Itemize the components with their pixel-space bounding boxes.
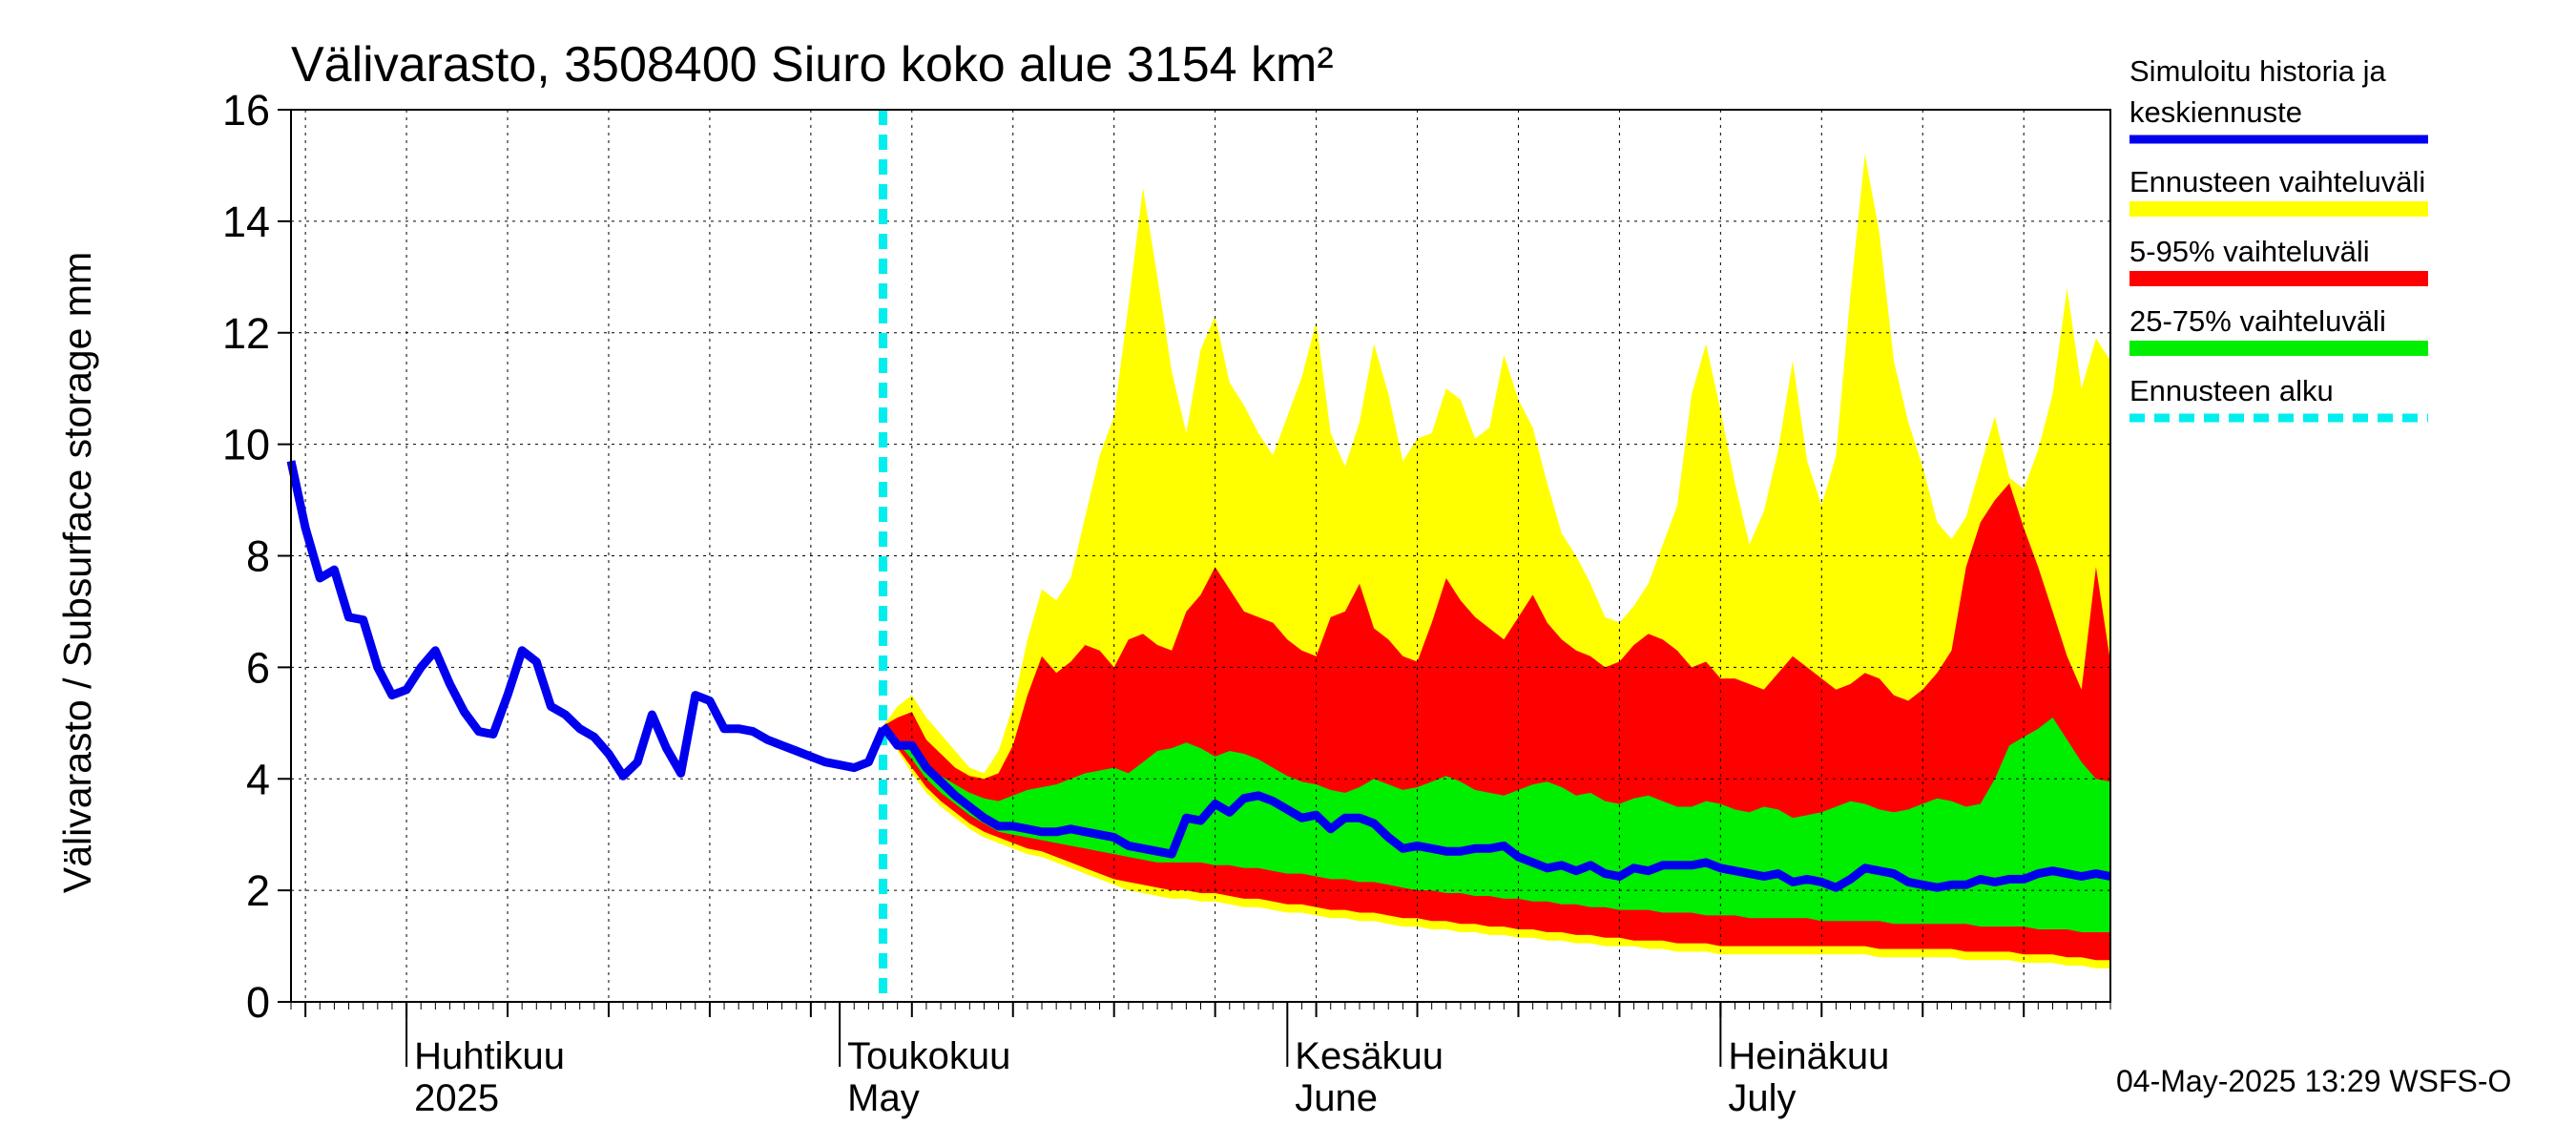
y-tick-label: 14 bbox=[222, 198, 270, 246]
legend-label: 25-75% vaihteluväli bbox=[2129, 304, 2386, 338]
y-tick-label: 0 bbox=[246, 978, 270, 1027]
y-tick-label: 4 bbox=[246, 755, 270, 803]
legend-label: Ennusteen alku bbox=[2129, 374, 2334, 407]
x-month-label-en: 2025 bbox=[414, 1077, 499, 1119]
x-month-label-fi: Kesäkuu bbox=[1295, 1035, 1444, 1077]
plot-area bbox=[286, 109, 2111, 1003]
timestamp-footer: 04-May-2025 13:29 WSFS-O bbox=[2116, 1064, 2511, 1098]
legend-label: 5-95% vaihteluväli bbox=[2129, 235, 2370, 268]
x-month-label-fi: Huhtikuu bbox=[414, 1035, 565, 1077]
mean-forecast-line bbox=[879, 723, 2111, 892]
x-month-label-en: May bbox=[847, 1077, 920, 1119]
history-line bbox=[286, 460, 887, 781]
x-month-label-en: July bbox=[1728, 1077, 1796, 1119]
chart-title: Välivarasto, 3508400 Siuro koko alue 315… bbox=[291, 37, 1334, 93]
legend-label: keskiennuste bbox=[2129, 95, 2302, 129]
y-tick-label: 8 bbox=[246, 532, 270, 581]
legend-label: Simuloitu historia ja bbox=[2129, 54, 2387, 88]
y-tick-label: 12 bbox=[222, 309, 270, 358]
y-tick-label: 6 bbox=[246, 643, 270, 692]
legend: Simuloitu historia ja keskiennuste Ennuste… bbox=[2129, 54, 2428, 423]
grid-lines bbox=[291, 110, 2110, 1002]
x-month-label-fi: Heinäkuu bbox=[1728, 1035, 1889, 1077]
y-tick-label: 10 bbox=[222, 421, 270, 469]
y-tick-label: 16 bbox=[222, 86, 270, 135]
y-tick-label: 2 bbox=[246, 866, 270, 915]
x-month-label-fi: Toukokuu bbox=[847, 1035, 1010, 1077]
series-lines bbox=[286, 110, 2111, 1002]
x-month-label-en: June bbox=[1295, 1077, 1378, 1119]
legend-label: Ennusteen vaihteluväli bbox=[2129, 165, 2425, 198]
y-axis-label: Välivarasto / Subsurface storage mm bbox=[55, 252, 99, 893]
